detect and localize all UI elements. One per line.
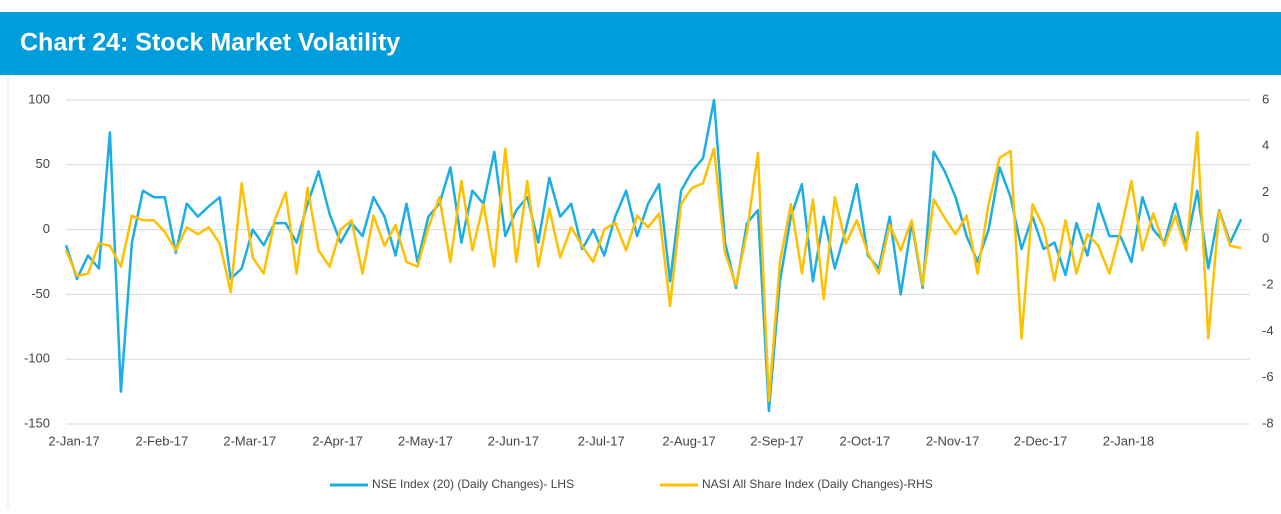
x-tick-label: 2-Oct-17 [840,433,891,448]
series-line [64,131,1242,403]
x-tick-label: 2-Apr-17 [312,433,363,448]
y-tick-label: 50 [36,156,50,171]
x-tick-label: 2-Nov-17 [926,433,979,448]
y2-tick-label: 6 [1262,91,1269,106]
series-line [64,98,1243,413]
x-tick-label: 2-Mar-17 [223,433,276,448]
x-tick-label: 2-May-17 [398,433,453,448]
x-tick-label: 2-Jun-17 [488,433,539,448]
y2-tick-label: 2 [1262,184,1269,199]
x-tick-label: 2-Feb-17 [135,433,188,448]
y-tick-label: -150 [24,415,50,430]
y-tick-label: -100 [24,351,50,366]
legend-label: NASI All Share Index (Daily Changes)-RHS [702,477,933,491]
y2-tick-label: 0 [1262,230,1269,245]
x-tick-label: 2-Jan-17 [48,433,99,448]
chart-title: Chart 24: Stock Market Volatility [20,29,400,57]
y2-tick-label: -4 [1262,323,1274,338]
header-bar [0,12,1281,75]
y2-tick-label: -2 [1262,277,1274,292]
y-tick-label: 100 [28,91,50,106]
legend-label: NSE Index (20) (Daily Changes)- LHS [372,477,574,491]
x-tick-label: 2-Sep-17 [750,433,803,448]
x-tick-label: 2-Jul-17 [578,433,625,448]
y-tick-label: -50 [31,286,50,301]
y2-tick-label: -6 [1262,369,1274,384]
x-tick-label: 2-Dec-17 [1014,433,1067,448]
y2-tick-label: -8 [1262,415,1274,430]
x-tick-label: 2-Aug-17 [662,433,715,448]
x-tick-label: 2-Jan-18 [1103,433,1154,448]
y-tick-label: 0 [43,221,50,236]
y2-tick-label: 4 [1262,138,1269,153]
